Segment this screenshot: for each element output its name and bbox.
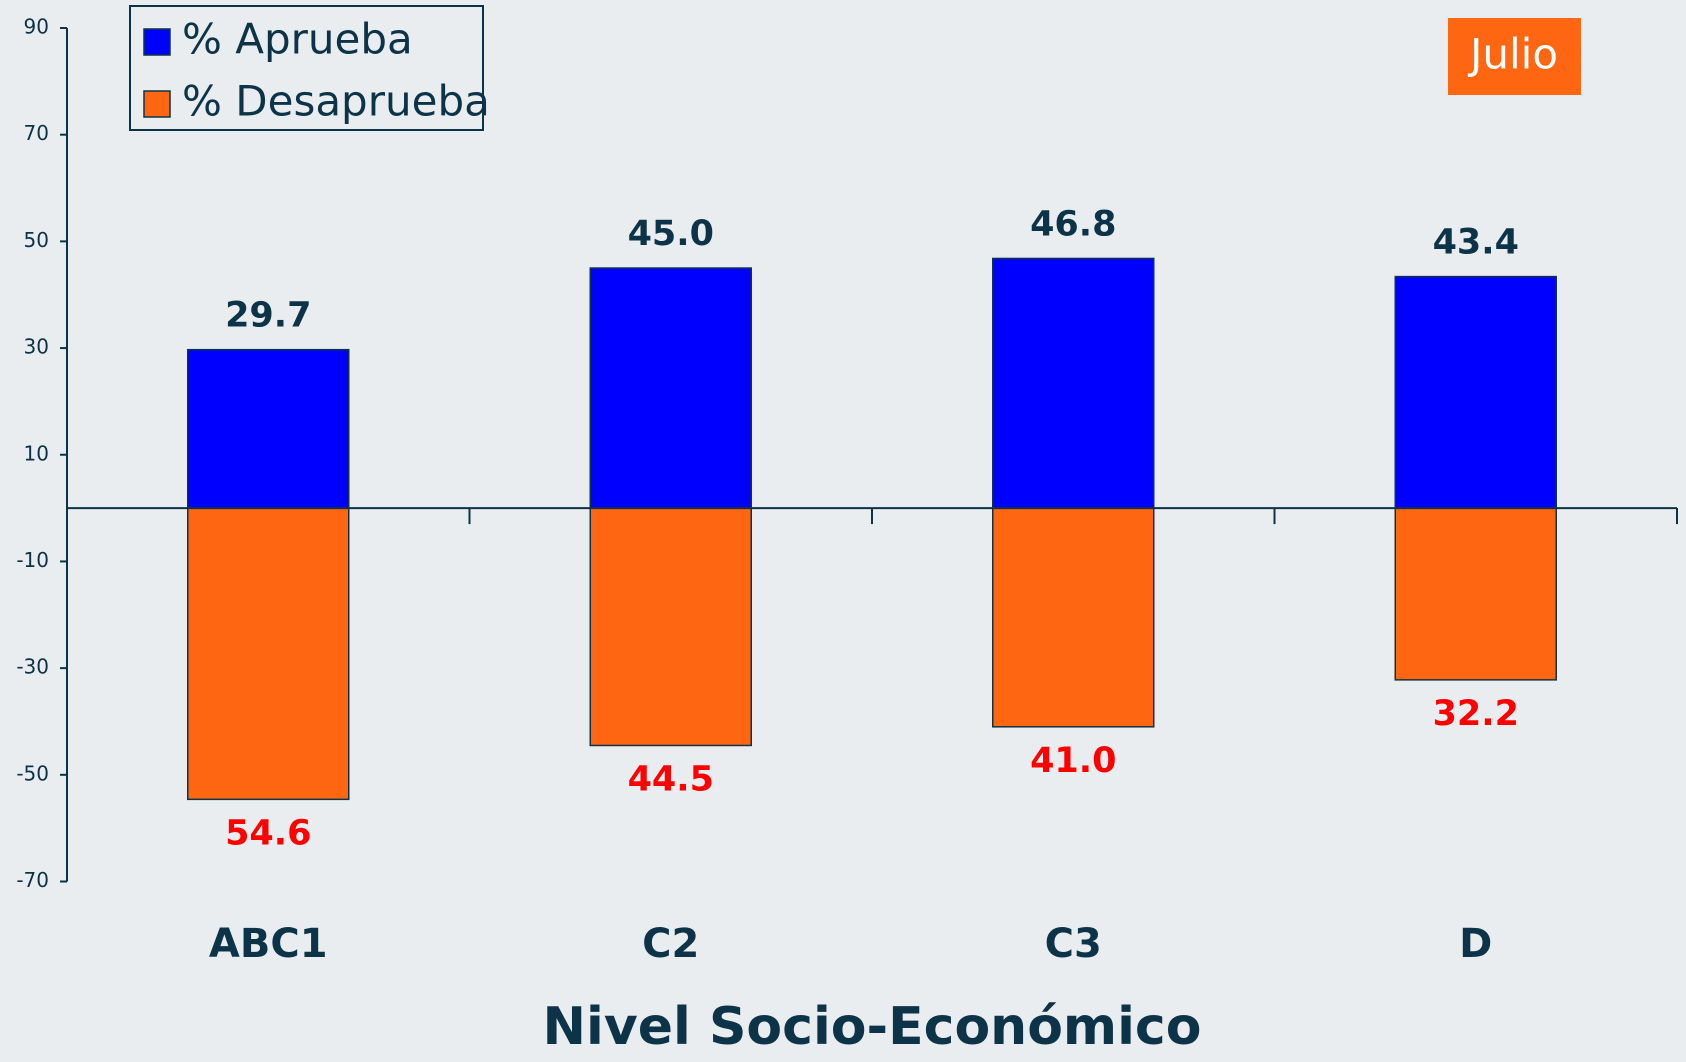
bar <box>992 257 1155 509</box>
legend-label: % Aprueba <box>182 15 413 64</box>
y-tick-label: 90 <box>24 15 49 39</box>
bar <box>992 507 1155 728</box>
x-tick-label: C3 <box>1045 921 1102 967</box>
y-tick-label: -30 <box>16 655 49 679</box>
value-label: 54.6 <box>225 813 311 853</box>
value-label: 29.7 <box>225 296 311 336</box>
legend-swatch <box>143 28 171 56</box>
value-label: 43.4 <box>1433 223 1519 263</box>
value-label: 32.2 <box>1433 694 1519 734</box>
bar <box>1394 275 1557 509</box>
annotation: Julio <box>1467 30 1558 79</box>
y-tick-label: -10 <box>16 548 49 572</box>
y-tick-label: 30 <box>24 335 49 359</box>
bar <box>589 507 752 747</box>
bar <box>187 507 350 801</box>
bar <box>187 348 350 509</box>
y-tick-label: -50 <box>16 761 49 785</box>
annotation-box <box>1448 18 1581 95</box>
bar <box>589 267 752 509</box>
legend-box <box>129 5 484 131</box>
value-label: 41.0 <box>1030 741 1116 781</box>
x-tick-label: C2 <box>642 921 699 967</box>
y-tick-label: -70 <box>16 868 49 892</box>
x-tick-label: D <box>1459 921 1492 967</box>
value-label: 45.0 <box>628 214 714 254</box>
y-tick-label: 70 <box>24 121 49 145</box>
bar <box>1394 507 1557 681</box>
value-label: 46.8 <box>1030 204 1116 244</box>
legend-label: % Desaprueba <box>182 77 490 126</box>
y-tick-label: 10 <box>24 441 49 465</box>
x-axis-title: Nivel Socio-Económico <box>543 997 1202 1057</box>
x-tick-label: ABC1 <box>209 921 328 967</box>
legend-swatch <box>143 90 171 118</box>
value-label: 44.5 <box>628 759 714 799</box>
y-tick-label: 50 <box>24 228 49 252</box>
